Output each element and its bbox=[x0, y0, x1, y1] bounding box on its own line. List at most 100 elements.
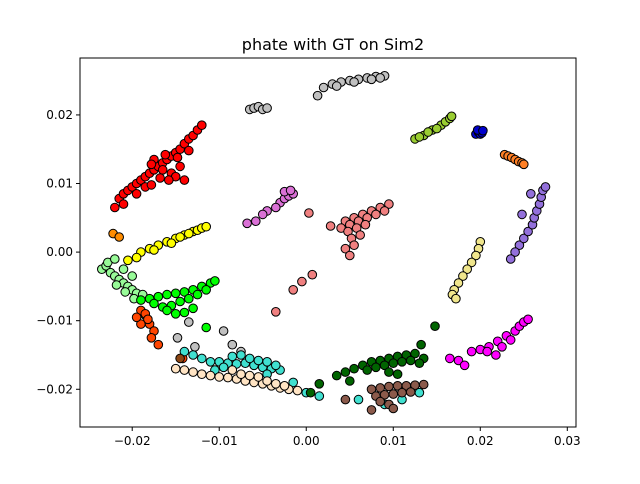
scatter-point bbox=[271, 202, 281, 213]
scatter-point bbox=[127, 271, 137, 281]
scatter-point bbox=[184, 293, 194, 304]
y-tick-label: 0.02 bbox=[46, 108, 73, 122]
scatter-point bbox=[262, 103, 272, 113]
x-tick-label: 0.01 bbox=[380, 434, 407, 448]
scatter-point bbox=[146, 333, 157, 343]
scatter-point bbox=[331, 81, 342, 91]
scatter-point bbox=[384, 199, 394, 209]
scatter-point bbox=[445, 353, 455, 364]
scatter-point bbox=[523, 314, 533, 325]
scatter-point bbox=[423, 127, 433, 137]
scatter-point bbox=[430, 321, 440, 332]
scatter-point bbox=[410, 348, 420, 359]
scatter-point bbox=[345, 250, 355, 261]
scatter-point bbox=[179, 175, 190, 185]
scatter-point bbox=[172, 333, 183, 343]
scatter-point bbox=[458, 271, 468, 281]
x-axis: −0.02 −0.01 0.00 0.01 0.02 0.03 bbox=[114, 427, 581, 448]
scatter-point bbox=[164, 175, 174, 185]
scatter-point bbox=[143, 314, 153, 325]
scatter-point bbox=[131, 312, 142, 323]
x-tick-label: −0.02 bbox=[114, 434, 151, 448]
scatter-point bbox=[446, 111, 457, 122]
y-tick-label: 0.01 bbox=[46, 177, 73, 191]
scatter-point bbox=[170, 309, 181, 319]
scatter-point bbox=[349, 77, 359, 87]
scatter-point bbox=[375, 73, 386, 83]
scatter-point bbox=[388, 403, 399, 414]
scatter-point bbox=[110, 202, 120, 213]
scatter-point bbox=[146, 159, 157, 170]
scatter-point bbox=[312, 90, 323, 101]
scatter-point bbox=[170, 363, 181, 374]
scatter-point bbox=[388, 358, 399, 369]
scatter-point bbox=[459, 360, 470, 371]
y-tick-label: 0.00 bbox=[46, 245, 73, 259]
scatter-point bbox=[414, 132, 425, 142]
scatter-point bbox=[325, 221, 336, 231]
scatter-point bbox=[236, 350, 246, 360]
scatter-point bbox=[392, 369, 403, 380]
scatter-point bbox=[218, 326, 229, 336]
scatter-point bbox=[160, 149, 171, 160]
scatter-point bbox=[360, 219, 371, 230]
scatter-point bbox=[110, 254, 120, 264]
scatter-point bbox=[466, 346, 477, 357]
scatter-point bbox=[297, 276, 307, 287]
scatter-point bbox=[131, 189, 142, 199]
scatter-point bbox=[519, 233, 529, 244]
y-tick-label: −0.02 bbox=[36, 382, 73, 396]
scatter-point bbox=[179, 346, 190, 357]
scatter-point bbox=[271, 379, 281, 389]
scatter-point bbox=[405, 355, 416, 366]
scatter-point bbox=[388, 389, 399, 399]
scatter-point bbox=[172, 152, 183, 163]
chart-title: phate with GT on Sim2 bbox=[242, 35, 424, 54]
scatter-point bbox=[418, 379, 429, 390]
scatter-point bbox=[345, 376, 355, 386]
scatter-point bbox=[170, 288, 181, 299]
scatter-point bbox=[526, 189, 536, 199]
scatter-point bbox=[414, 358, 425, 369]
scatter-point bbox=[197, 120, 207, 130]
scatter-point bbox=[491, 350, 501, 360]
scatter-point bbox=[218, 362, 229, 373]
scatter-point bbox=[292, 385, 303, 396]
scatter-point bbox=[188, 303, 198, 314]
scatter-point bbox=[227, 339, 238, 350]
scatter-point bbox=[331, 370, 342, 381]
scatter-point bbox=[214, 372, 224, 382]
scatter-point bbox=[366, 405, 377, 415]
scatter-point bbox=[236, 369, 246, 380]
y-axis: −0.02 −0.01 0.00 0.01 0.02 bbox=[36, 108, 80, 396]
scatter-point bbox=[371, 209, 381, 220]
scatter-point bbox=[271, 307, 281, 317]
scatter-point bbox=[179, 307, 190, 318]
scatter-point bbox=[111, 280, 122, 290]
scatter-point bbox=[405, 387, 416, 397]
scatter-point bbox=[379, 206, 390, 216]
scatter-point bbox=[190, 342, 200, 352]
x-tick-label: 0.03 bbox=[554, 434, 581, 448]
scatter-point bbox=[304, 208, 314, 218]
scatter-point bbox=[497, 342, 507, 352]
scatter-point bbox=[288, 377, 299, 388]
scatter-point bbox=[227, 351, 238, 362]
x-tick-label: 0.02 bbox=[467, 434, 494, 448]
scatter-point bbox=[192, 289, 203, 300]
scatter-point bbox=[371, 362, 381, 373]
scatter-point bbox=[253, 355, 264, 366]
scatter-point bbox=[166, 238, 177, 248]
scatter-point bbox=[114, 232, 124, 242]
scatter-point bbox=[514, 240, 525, 250]
scatter-point bbox=[279, 381, 290, 391]
scatter-point bbox=[416, 339, 426, 350]
scatter-point bbox=[523, 226, 533, 237]
scatter-point bbox=[175, 296, 185, 307]
scatter-point bbox=[118, 199, 129, 209]
scatter-point bbox=[175, 353, 185, 364]
y-tick-label: −0.01 bbox=[36, 314, 73, 328]
scatter-point bbox=[162, 305, 172, 316]
scatter-point bbox=[510, 247, 520, 257]
scatter-point bbox=[179, 365, 190, 375]
